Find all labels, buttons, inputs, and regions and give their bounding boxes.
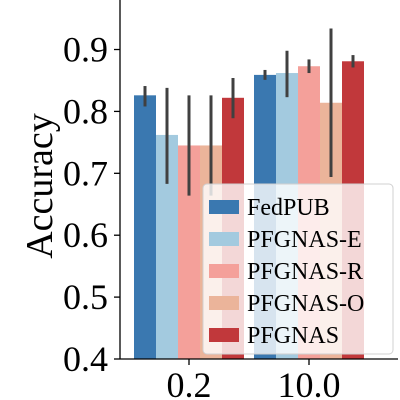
y-tick-label: 0.7	[63, 153, 108, 193]
legend-swatch	[209, 200, 239, 214]
legend-box	[202, 183, 394, 355]
x-tick-label: 10.0	[278, 365, 341, 400]
axes-group: 0.4 0.5 0.6 0.7 0.8 0.9 0.2 10.0	[63, 0, 398, 400]
bar-pfgnas-e-0_2	[156, 134, 178, 359]
y-tick-label: 0.4	[63, 339, 108, 379]
legend-swatch	[209, 328, 239, 342]
y-tick-label: 0.5	[63, 277, 108, 317]
legend-label: FedPUB	[247, 195, 330, 221]
x-tick-label: 0.2	[167, 365, 212, 400]
legend-label: PFGNAS-R	[247, 259, 363, 285]
legend-label: PFGNAS-O	[247, 291, 364, 317]
legend-swatch	[209, 296, 239, 310]
legend-swatch	[209, 264, 239, 278]
error-bars-group	[143, 28, 355, 196]
legend-swatch	[209, 232, 239, 246]
legend: FedPUB PFGNAS-E PFGNAS-R PFGNAS-O PFGNAS	[202, 183, 394, 355]
y-axis-label: Accuracy	[19, 113, 61, 259]
y-tick-label: 0.8	[63, 91, 108, 131]
y-tick-label: 0.6	[63, 215, 108, 255]
bar-pfgnas-r-0_2	[178, 145, 200, 359]
bar-fedpub-0_2	[134, 95, 156, 360]
legend-label: PFGNAS-E	[247, 227, 362, 253]
y-tick-label: 0.9	[63, 30, 108, 70]
legend-label: PFGNAS	[247, 323, 339, 349]
